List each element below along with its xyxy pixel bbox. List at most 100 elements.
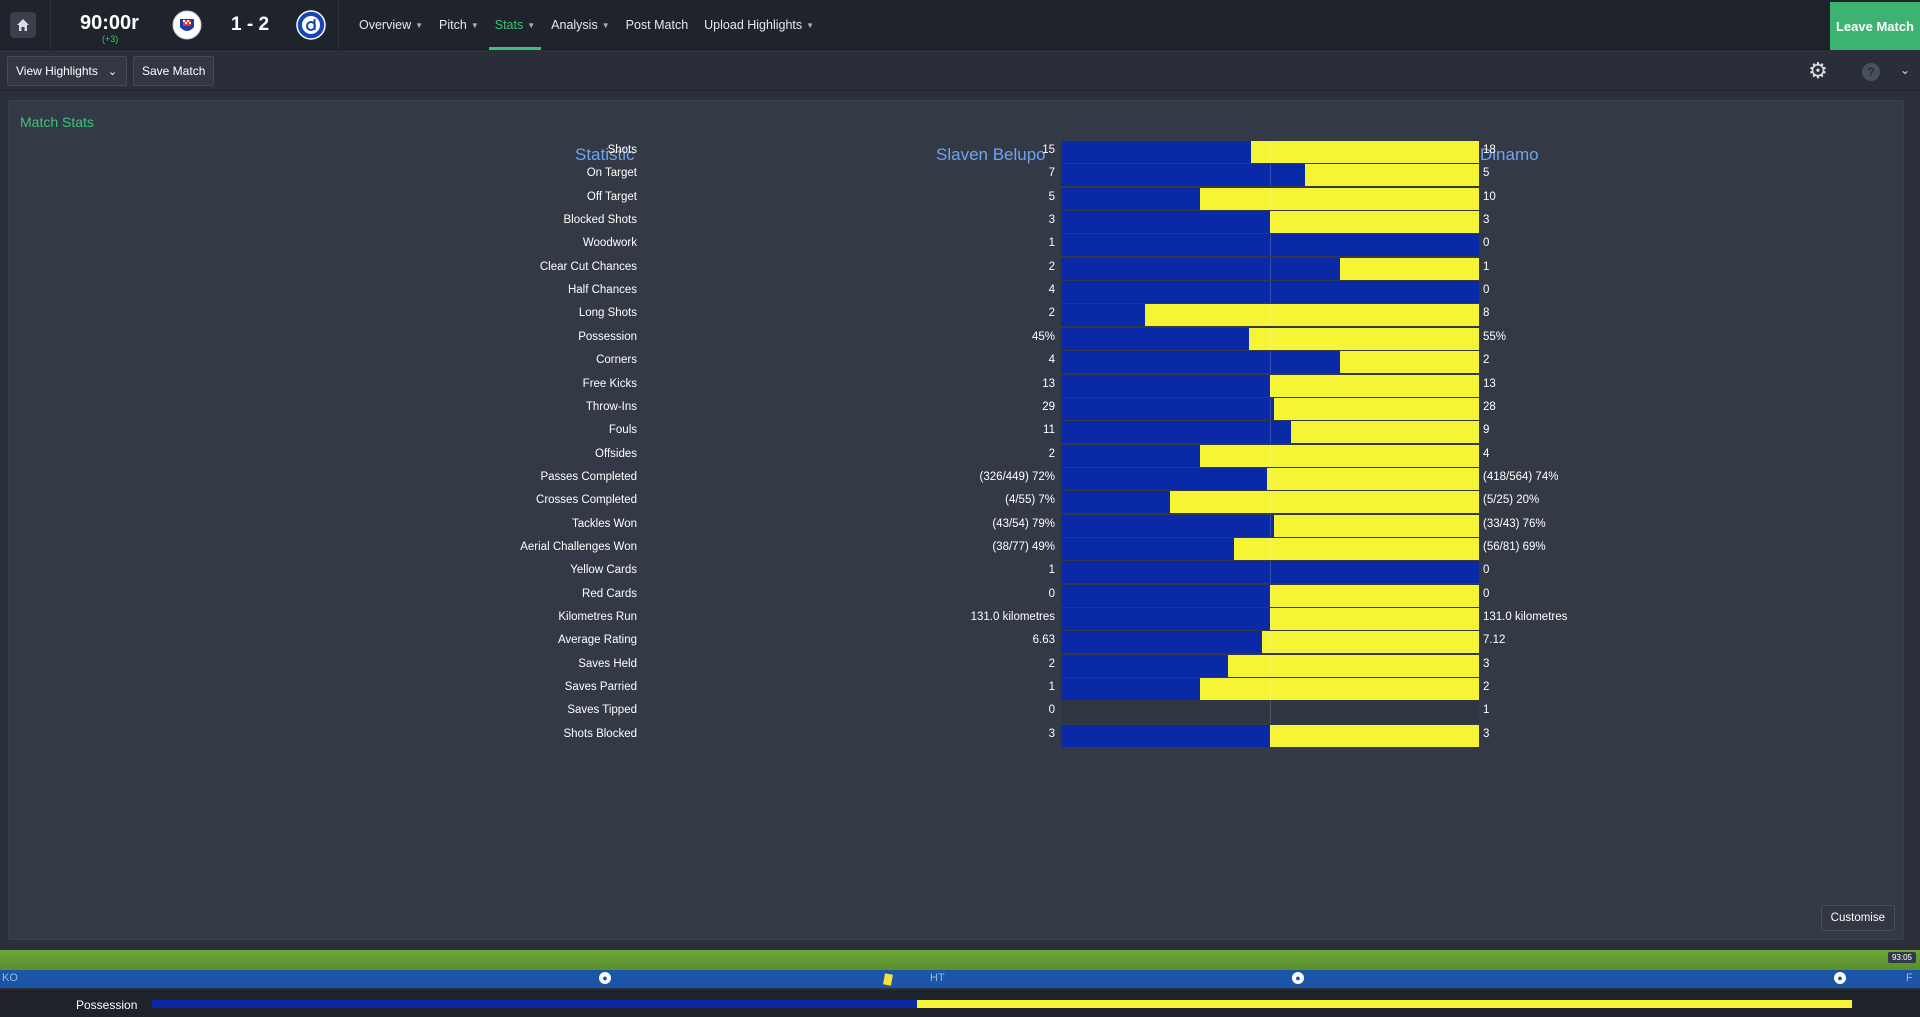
away-team-badge[interactable] (296, 10, 326, 40)
away-value: 1 (1483, 704, 1490, 717)
bar-midline (1270, 654, 1271, 677)
stat-row: Half Chances 4 0 (9, 281, 1905, 304)
bar-midline (1270, 421, 1271, 444)
home-value: 7 (1048, 167, 1055, 180)
stat-bar (1061, 281, 1479, 304)
chevron-down-icon: ▼ (527, 20, 536, 30)
stat-bar (1061, 397, 1479, 420)
stat-bar (1061, 234, 1479, 257)
stat-row: Possession 45% 55% (9, 327, 1905, 350)
possession-bar (152, 1000, 1852, 1008)
stat-label: Corners (596, 354, 637, 367)
stat-row: Woodwork 1 0 (9, 234, 1905, 257)
stat-bar-home (1061, 304, 1145, 327)
bar-midline (1270, 701, 1271, 724)
stat-row: Saves Held 2 3 (9, 654, 1905, 677)
bar-midline (1270, 374, 1271, 397)
dinamo-crest-icon (296, 10, 326, 40)
stat-bar-home (1061, 444, 1200, 467)
chevron-down-icon[interactable]: ⌄ (1899, 63, 1910, 77)
away-value: 13 (1483, 377, 1496, 390)
customise-button[interactable]: Customise (1820, 905, 1895, 931)
home-value: 15 (1042, 144, 1055, 156)
stat-bar (1061, 211, 1479, 234)
stat-bar-away (1274, 514, 1479, 537)
stat-row: Offsides 2 4 (9, 444, 1905, 467)
stat-bar-away (1251, 141, 1479, 163)
stat-label: Clear Cut Chances (539, 260, 637, 273)
added-time: (+3) (102, 34, 119, 44)
home-value: 45% (1031, 330, 1055, 343)
home-value: 131.0 kilometres (970, 611, 1055, 623)
stat-row: Average Rating 6.63 7.12 (9, 631, 1905, 654)
stat-bar-away (1228, 654, 1479, 677)
stat-bar (1061, 724, 1479, 747)
bar-midline (1270, 304, 1271, 327)
leave-match-button[interactable]: Leave Match (1830, 2, 1920, 50)
home-team-badge[interactable] (172, 10, 202, 40)
column-header-away-team[interactable]: Dinamo (1480, 145, 1539, 164)
stat-bar (1061, 654, 1479, 677)
home-value: 1 (1048, 564, 1055, 577)
ball-icon[interactable]: ● (599, 972, 611, 984)
save-match-button[interactable]: Save Match (133, 56, 215, 86)
stat-bar (1061, 304, 1479, 327)
stat-label: Woodwork (582, 237, 637, 250)
stat-bar-home (1061, 374, 1270, 397)
stat-bar (1061, 631, 1479, 654)
bar-midline (1270, 561, 1271, 584)
stat-row: Kilometres Run 131.0 kilometres 131.0 kilo… (9, 608, 1905, 630)
match-timeline[interactable]: KO HT F (0, 970, 1920, 988)
stat-row: Long Shots 2 8 (9, 304, 1905, 327)
home-button[interactable] (10, 12, 36, 38)
gear-icon[interactable]: ⚙ (1808, 58, 1828, 83)
stat-bar (1061, 584, 1479, 607)
main-nav: Overview ▼ Pitch ▼ Stats ▼ Analysis ▼ Post M… (353, 0, 824, 50)
tab-upload-highlights[interactable]: Upload Highlights ▼ (698, 0, 820, 50)
home-value: (4/55) 7% (1005, 494, 1055, 507)
bar-midline (1270, 351, 1271, 374)
away-value: (56/81) 69% (1483, 540, 1546, 553)
tab-post-match[interactable]: Post Match (620, 0, 695, 50)
tab-pitch[interactable]: Pitch ▼ (433, 0, 485, 50)
home-value: 3 (1048, 727, 1055, 740)
tab-overview[interactable]: Overview ▼ (353, 0, 429, 50)
stat-label: Saves Tipped (567, 704, 637, 717)
home-value: 0 (1048, 704, 1055, 717)
column-header-home-team[interactable]: Slaven Belupo (936, 145, 1046, 164)
away-value: 8 (1483, 307, 1490, 320)
pitch-strip[interactable] (0, 950, 1920, 970)
ball-icon[interactable]: ● (1834, 972, 1846, 984)
stat-bar (1061, 351, 1479, 374)
stat-label: Half Chances (567, 284, 637, 297)
stat-bar-home (1061, 351, 1340, 374)
stat-label: Off Target (586, 190, 637, 203)
home-value: 2 (1048, 657, 1055, 670)
home-value: 3 (1048, 214, 1055, 227)
view-highlights-dropdown[interactable]: View Highlights ⌄ (7, 56, 127, 86)
home-value: 29 (1042, 400, 1055, 413)
ball-icon[interactable]: ● (1292, 972, 1304, 984)
home-value: 1 (1048, 237, 1055, 250)
stat-label: Free Kicks (582, 377, 637, 390)
stat-bar (1061, 701, 1479, 724)
stat-bar (1061, 678, 1479, 701)
tab-stats[interactable]: Stats ▼ (488, 0, 542, 50)
home-value: 13 (1042, 377, 1055, 390)
stat-bar-away (1291, 421, 1479, 444)
stat-bar-away (1145, 304, 1479, 327)
slaven-belupo-crest-icon (172, 10, 202, 40)
stat-bar-home (1061, 257, 1340, 280)
stat-label: On Target (586, 167, 637, 180)
stat-bar-away (1270, 374, 1479, 397)
away-value: 55% (1483, 330, 1507, 343)
help-icon[interactable]: ? (1862, 63, 1880, 81)
stat-bar-home (1061, 724, 1270, 747)
tab-label: Stats (494, 18, 524, 32)
home-value: 2 (1048, 260, 1055, 273)
stat-bar-away (1340, 257, 1479, 280)
panel-title: Match Stats (20, 114, 94, 130)
tab-analysis[interactable]: Analysis ▼ (545, 0, 615, 50)
away-value: 0 (1483, 284, 1490, 297)
view-highlights-label: View Highlights (16, 64, 98, 78)
